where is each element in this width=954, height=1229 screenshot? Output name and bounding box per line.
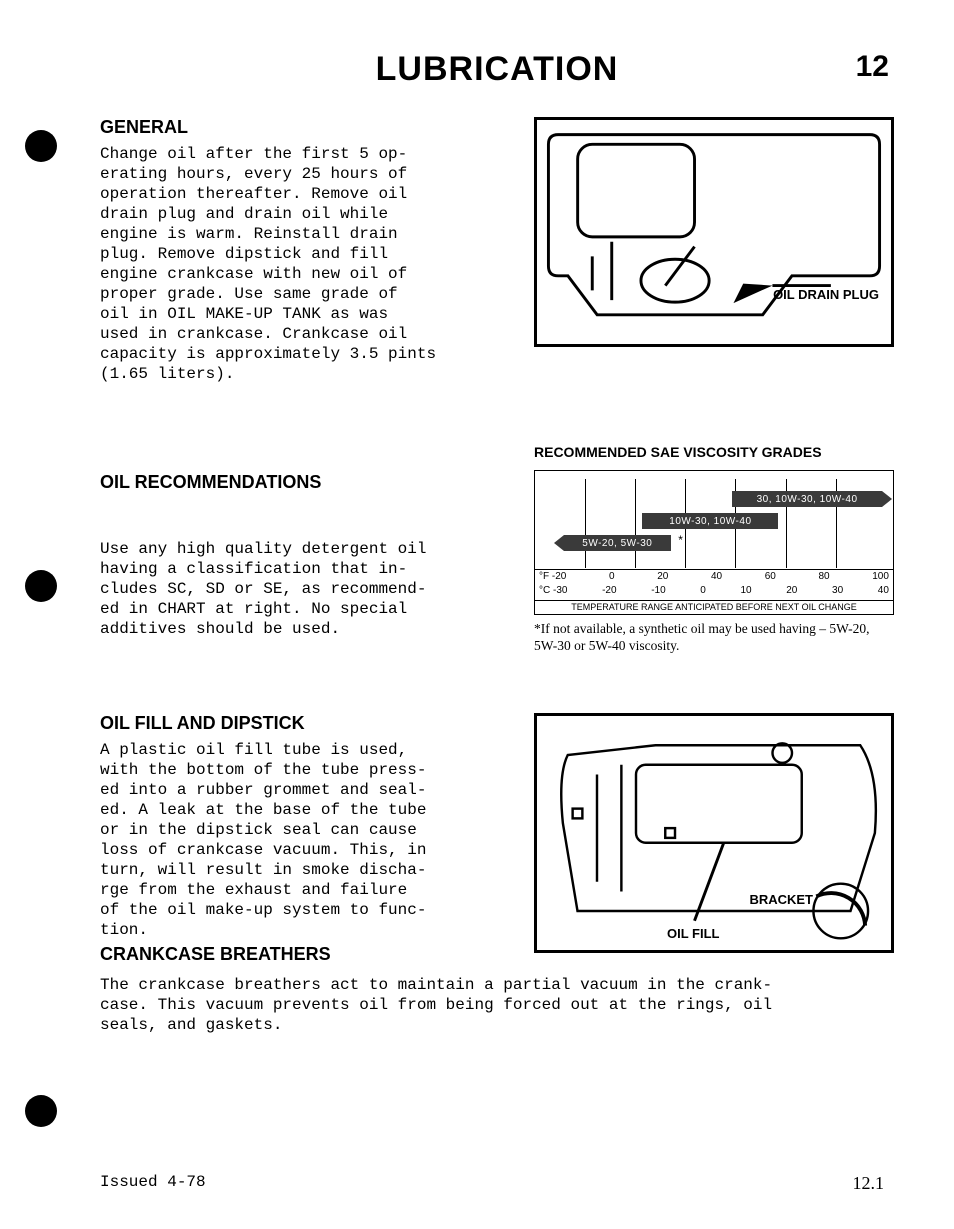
section-oilfill-title: OIL FILL AND DIPSTICK — [100, 713, 516, 734]
engine-drain-illustration — [537, 120, 891, 344]
section-general-body: Change oil after the first 5 op- erating… — [100, 144, 516, 384]
engine-fill-illustration — [537, 716, 891, 950]
viscosity-chart: 30, 10W-30, 10W-40 10W-30, 10W-40 5W-20,… — [534, 470, 894, 615]
section-oilfill-body: A plastic oil fill tube is used, with th… — [100, 740, 516, 940]
chart-f-axis: °F -20020406080100 — [535, 569, 893, 582]
chart-star: * — [678, 533, 683, 547]
chart-caption: TEMPERATURE RANGE ANTICIPATED BEFORE NEX… — [535, 600, 893, 612]
page-number-top: 12 — [856, 50, 889, 84]
punch-hole — [25, 1095, 57, 1127]
section-general-title: GENERAL — [100, 117, 516, 138]
figure-oil-drain: OIL DRAIN PLUG — [534, 117, 894, 347]
chart-note: *If not available, a synthetic oil may b… — [534, 621, 894, 655]
figure-label-oil-fill: OIL FILL — [667, 927, 719, 941]
punch-hole — [25, 570, 57, 602]
section-crankcase-title: CRANKCASE BREATHERS — [100, 944, 516, 965]
page-number-bottom: 12.1 — [853, 1173, 885, 1194]
chart-band: 5W-20, 5W-30 — [564, 535, 671, 551]
chart-c-axis: °C -30-20-10010203040 — [535, 585, 893, 596]
section-crankcase-body: The crankcase breathers act to maintain … — [100, 975, 894, 1035]
figure-label-drain-plug: OIL DRAIN PLUG — [773, 288, 879, 302]
punch-hole — [25, 130, 57, 162]
chart-band: 30, 10W-30, 10W-40 — [732, 491, 882, 507]
section-oilrec-body: Use any high quality detergent oil havin… — [100, 539, 516, 639]
chart-band: 10W-30, 10W-40 — [642, 513, 778, 529]
issued-date: Issued 4-78 — [100, 1173, 206, 1194]
section-oilrec-title: OIL RECOMMENDATIONS — [100, 472, 516, 493]
figure-oil-fill: BRACKET OIL FILL — [534, 713, 894, 953]
chart-title: RECOMMENDED SAE VISCOSITY GRADES — [534, 444, 894, 460]
figure-label-bracket: BRACKET — [749, 893, 813, 907]
page-title: LUBRICATION — [100, 50, 894, 89]
